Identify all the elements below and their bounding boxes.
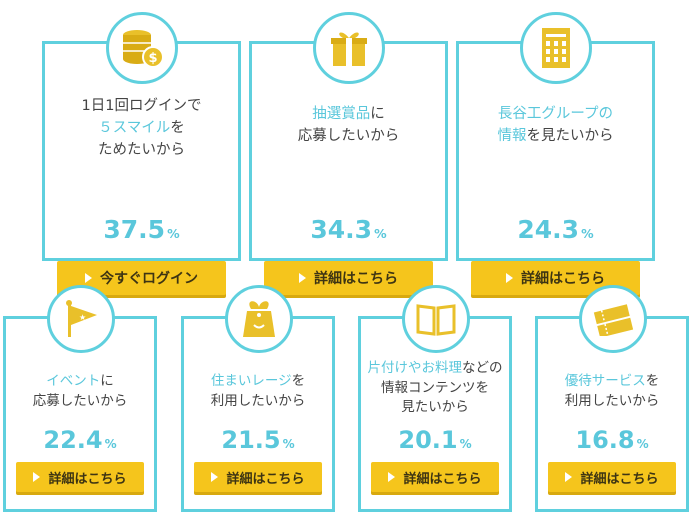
card-event: ★ イベントに 応募したいから 22.4% 詳細はこちら (3, 285, 157, 512)
percentage: 20.1% (398, 426, 472, 454)
details-button[interactable]: 詳細はこちら (16, 462, 144, 492)
building-icon (520, 12, 592, 84)
percentage: 22.4% (43, 426, 117, 454)
details-button[interactable]: 詳細はこちら (548, 462, 676, 492)
arrow-icon (85, 273, 92, 283)
ticket-icon (579, 285, 647, 353)
percentage: 21.5% (221, 426, 295, 454)
arrow-icon (33, 472, 41, 482)
reason-text: イベントに 応募したいから (32, 373, 128, 410)
card-login: $ 1日1回ログインで ５スマイルを ためたいから 37.5% 今すぐログイン (42, 12, 241, 295)
reason-text: 住まいレージを 利用したいから (210, 373, 306, 410)
reason-text: 抽選賞品に 応募したいから (297, 106, 400, 144)
reason-text: 優待サービスを 利用したいから (564, 373, 660, 410)
reason-text: 長谷工グループの 情報を見たいから (497, 106, 614, 144)
flag-icon: ★ (47, 285, 115, 353)
card-prize: 抽選賞品に 応募したいから 34.3% 詳細はこちら (249, 12, 448, 295)
svg-text:$: $ (148, 51, 157, 66)
card-benefits: 優待サービスを 利用したいから 16.8% 詳細はこちら (535, 285, 689, 512)
coins-icon: $ (106, 12, 178, 84)
book-icon (402, 285, 470, 353)
card-group-info: 長谷工グループの 情報を見たいから 24.3% 詳細はこちら (456, 12, 655, 295)
details-button[interactable]: 詳細はこちら (264, 261, 433, 295)
arrow-icon (506, 273, 513, 283)
tag-icon (225, 285, 293, 353)
card-sumai: 住まいレージを 利用したいから 21.5% 詳細はこちら (181, 285, 335, 512)
card-content: 片付けやお料理などの 情報コンテンツを 見たいから 20.1% 詳細はこちら (358, 285, 512, 512)
details-button[interactable]: 詳細はこちら (194, 462, 322, 492)
details-button[interactable]: 詳細はこちら (371, 462, 499, 492)
arrow-icon (388, 472, 396, 482)
percentage: 34.3% (310, 215, 387, 244)
reason-text: 片付けやお料理などの 情報コンテンツを 見たいから (367, 360, 503, 416)
percentage: 24.3% (517, 215, 594, 244)
percentage: 16.8% (575, 426, 649, 454)
arrow-icon (565, 472, 573, 482)
percentage: 37.5% (103, 215, 180, 244)
details-button[interactable]: 詳細はこちら (471, 261, 640, 295)
arrow-icon (299, 273, 306, 283)
arrow-icon (211, 472, 219, 482)
svg-text:★: ★ (79, 313, 86, 322)
gift-icon (313, 12, 385, 84)
reason-text: 1日1回ログインで ５スマイルを ためたいから (81, 98, 202, 158)
